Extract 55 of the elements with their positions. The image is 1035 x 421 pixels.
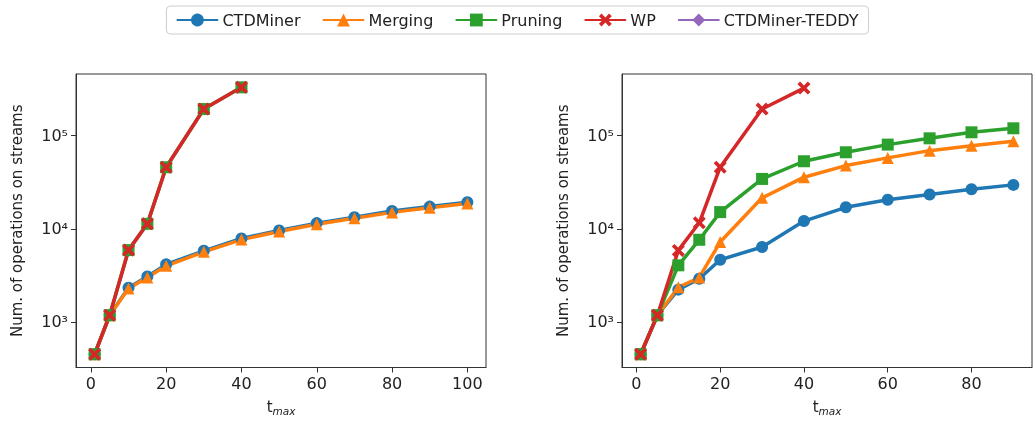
- point: [797, 81, 811, 95]
- point: [965, 126, 978, 139]
- x-tick-label: 80: [381, 374, 403, 393]
- point: [797, 155, 810, 168]
- point: [923, 188, 936, 201]
- point: [1007, 135, 1020, 148]
- point: [965, 139, 978, 152]
- point: [1007, 178, 1020, 191]
- point: [965, 183, 978, 196]
- point: [714, 206, 727, 219]
- point: [756, 172, 769, 185]
- y-axis-title: Num. of operations on streams: [7, 104, 26, 338]
- point: [797, 215, 810, 228]
- point: [881, 193, 894, 206]
- x-tick-label: 0: [631, 374, 642, 393]
- x-tick-label: 40: [231, 374, 252, 393]
- x-tick-label: 20: [710, 374, 731, 393]
- point: [714, 236, 727, 249]
- legend-label: CTDMiner: [222, 10, 301, 30]
- y-tick-label: 10⁴: [41, 219, 68, 239]
- x-tick-label: 40: [793, 374, 815, 393]
- point: [1007, 122, 1020, 135]
- point: [713, 160, 727, 174]
- point: [755, 102, 769, 116]
- legend-label: WP: [630, 10, 657, 30]
- point: [839, 201, 852, 214]
- legend-label: Pruning: [501, 10, 563, 30]
- point: [692, 216, 706, 230]
- y-tick-label: 10³: [41, 312, 68, 332]
- legend-label: CTDMiner-TEDDY: [723, 10, 859, 30]
- legend-label: Merging: [368, 10, 434, 30]
- x-tick-label: 100: [452, 374, 483, 393]
- point: [671, 243, 685, 257]
- point: [756, 241, 769, 254]
- point: [756, 191, 769, 204]
- x-tick-label: 60: [306, 374, 327, 393]
- point: [672, 259, 685, 272]
- y-tick-label: 10⁴: [587, 219, 614, 239]
- point: [923, 144, 936, 157]
- y-tick-label: 10³: [587, 312, 614, 332]
- y-axis-title: Num. of operations on streams: [553, 104, 572, 338]
- point: [839, 159, 852, 172]
- point: [881, 151, 894, 164]
- point: [881, 138, 894, 151]
- y-tick-label: 10⁵: [587, 126, 614, 146]
- x-tick-label: 0: [85, 374, 96, 393]
- x-tick-label: 20: [155, 374, 177, 393]
- y-tick-label: 10⁵: [41, 126, 68, 146]
- point: [923, 132, 936, 145]
- point: [839, 146, 852, 159]
- point: [693, 233, 706, 246]
- x-tick-label: 80: [961, 374, 982, 393]
- point: [797, 171, 810, 184]
- point: [714, 253, 727, 266]
- x-tick-label: 60: [877, 374, 898, 393]
